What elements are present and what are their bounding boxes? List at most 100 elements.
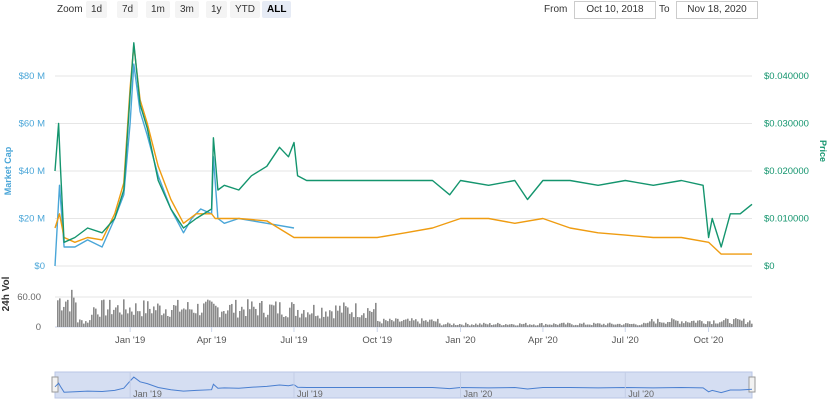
volume-bar (293, 303, 295, 327)
volume-bar (407, 318, 409, 327)
volume-bar (605, 325, 607, 327)
zoom-3m-button[interactable]: 3m (175, 1, 199, 18)
volume-bar (689, 322, 691, 327)
volume-bar (179, 311, 181, 327)
volume-bar (379, 321, 381, 327)
volume-bar (139, 311, 141, 327)
volume-bar (115, 307, 117, 327)
volume-bar (507, 324, 509, 327)
volume-bar (515, 325, 517, 327)
x-tick-label: Jan '19 (115, 335, 145, 346)
volume-bar (473, 324, 475, 327)
volume-bar (317, 315, 319, 327)
zoom-all-button[interactable]: ALL (262, 1, 292, 18)
volume-bar (545, 323, 547, 327)
x-tick-label: Apr '20 (528, 335, 558, 346)
volume-bar (193, 312, 195, 327)
zoom-ytd-button[interactable]: YTD (230, 1, 260, 18)
volume-bar (693, 320, 695, 327)
zoom-1d-button[interactable]: 1d (86, 1, 108, 18)
volume-bar (609, 322, 611, 327)
right-tick-label: $0 (764, 261, 775, 272)
volume-bar (659, 322, 661, 327)
volume-bar (705, 324, 707, 327)
volume-bar (511, 324, 513, 327)
volume-bar (365, 317, 367, 327)
volume-bar (747, 322, 749, 327)
volume-bar (141, 316, 143, 327)
volume-bar (591, 325, 593, 327)
volume-bar (677, 320, 679, 327)
volume-bar (173, 305, 175, 327)
volume-bar (439, 323, 441, 327)
volume-bar (487, 324, 489, 327)
volume-bar (559, 323, 561, 327)
volume-bar (421, 318, 423, 327)
volume-bar (327, 316, 329, 327)
volume-bar (441, 325, 443, 327)
volume-bar (547, 324, 549, 327)
volume-bar (385, 320, 387, 327)
volume-bar (593, 322, 595, 327)
price-chart[interactable]: $0 $0 $20 M $0.010000 $40 M $0.020000 $60 M $0.… (0, 22, 830, 400)
volume-bar (211, 301, 213, 327)
volume-bar (707, 321, 709, 327)
volume-bar (691, 320, 693, 327)
volume-bar (189, 309, 191, 327)
from-date-input[interactable]: Oct 10, 2018 (574, 1, 656, 19)
volume-bar (433, 321, 435, 327)
gridlines (55, 75, 752, 328)
zoom-1y-button[interactable]: 1y (206, 1, 227, 18)
volume-bar (569, 323, 571, 327)
volume-bar (667, 321, 669, 327)
volume-bar (213, 303, 215, 327)
volume-bar (377, 320, 379, 327)
volume-bar (227, 310, 229, 327)
volume-bar (561, 322, 563, 327)
volume-bar (159, 305, 161, 327)
volume-bar (611, 323, 613, 327)
to-date-input[interactable]: Nov 18, 2020 (676, 1, 758, 19)
volume-bar (95, 308, 97, 327)
volume-bar (387, 321, 389, 327)
volume-bar (469, 325, 471, 327)
volume-bar (687, 322, 689, 327)
range-toolbar: Zoom 1d 7d 1m 3m 1y YTD ALL From Oct 10,… (0, 0, 830, 22)
volume-bar (223, 311, 225, 327)
volume-bar (307, 312, 309, 327)
volume-bar (73, 297, 75, 327)
volume-bar (117, 305, 119, 327)
volume-bar (711, 324, 713, 327)
volume-bar (431, 319, 433, 327)
volume-bar (595, 323, 597, 327)
volume-bar (723, 320, 725, 327)
volume-bar (203, 303, 205, 327)
volume-bar (587, 324, 589, 327)
volume-bar (275, 301, 277, 327)
right-tick-label: $0.020000 (764, 166, 809, 177)
volume-bar (657, 318, 659, 327)
volume-bar (411, 318, 413, 327)
volume-bar (709, 321, 711, 327)
x-tick-label: Oct '19 (362, 335, 392, 346)
volume-bar (685, 321, 687, 327)
x-tick-label: Jan '20 (445, 335, 475, 346)
zoom-7d-button[interactable]: 7d (117, 1, 139, 18)
right-tick-label: $0.040000 (764, 71, 809, 82)
volume-bar (181, 309, 183, 327)
volume-bar (669, 322, 671, 327)
volume-bar (651, 318, 653, 327)
volume-bar (155, 310, 157, 327)
volume-bar (247, 299, 249, 327)
volume-bar (309, 314, 311, 327)
volume-bar (501, 325, 503, 327)
volume-bar (397, 318, 399, 327)
volume-bar (67, 299, 69, 327)
zoom-1m-button[interactable]: 1m (146, 1, 170, 18)
volume-bar (655, 323, 657, 327)
volume-bar (435, 321, 437, 327)
volume-bar (367, 308, 369, 327)
volume-bar (323, 316, 325, 327)
volume-bar (221, 311, 223, 327)
volume-bar (81, 320, 83, 327)
